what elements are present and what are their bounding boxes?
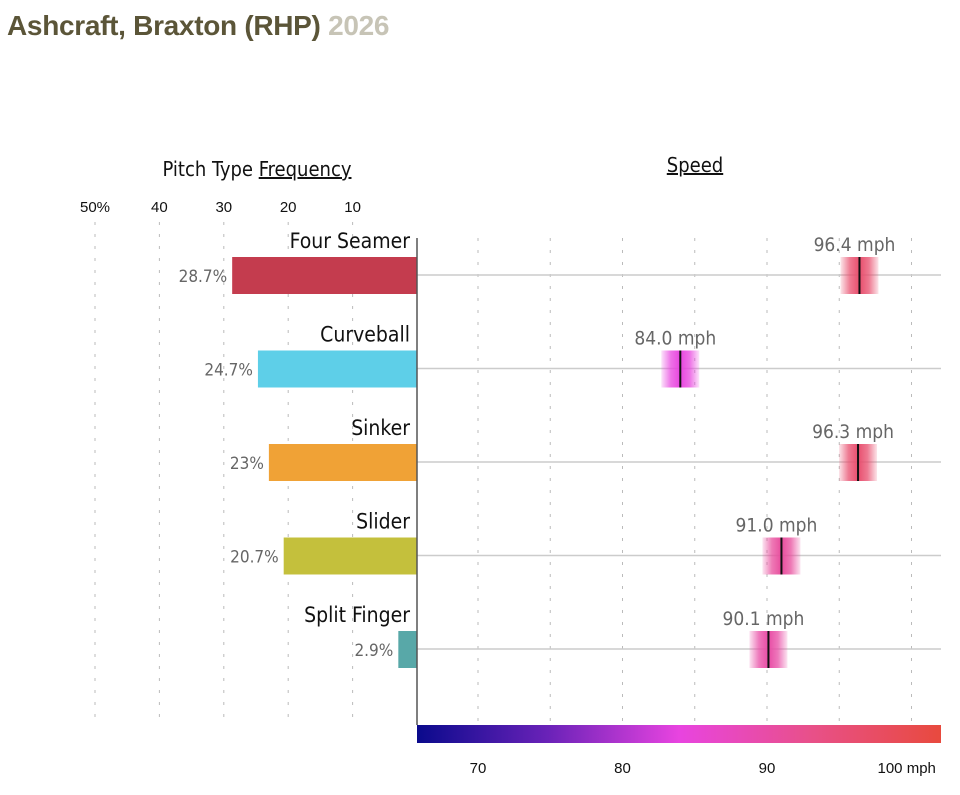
frequency-value-label: 28.7% <box>179 267 228 287</box>
frequency-bar <box>283 537 417 575</box>
speed-tick-label: 70 <box>470 760 487 777</box>
speed-value-label: 96.3 mph <box>812 421 894 443</box>
speed-value-label: 90.1 mph <box>723 608 805 630</box>
pitch-type-label: Split Finger <box>304 603 410 627</box>
frequency-bar <box>232 257 417 294</box>
season-year: 2026 <box>328 10 390 41</box>
speed-heading-link[interactable]: Speed <box>667 153 723 177</box>
pitch-row: Sinker 23% 96.3 mph <box>230 416 941 481</box>
frequency-tick-label: 40 <box>151 199 168 216</box>
pitch-row: Slider 20.7% 91.0 mph <box>230 510 941 575</box>
frequency-tick-label: 20 <box>280 199 297 216</box>
frequency-heading: Pitch Type Frequency <box>163 157 352 181</box>
speed-value-label: 84.0 mph <box>634 328 716 350</box>
pitch-type-label: Sinker <box>351 416 410 440</box>
speed-tick-label: 100 mph <box>878 760 936 777</box>
frequency-bar <box>398 631 417 668</box>
frequency-value-label: 24.7% <box>204 361 253 381</box>
pitch-type-label: Four Seamer <box>290 229 411 253</box>
speed-color-scale <box>417 725 941 743</box>
pitch-row: Split Finger 2.9% 90.1 mph <box>304 603 941 668</box>
pitch-row: Four Seamer 28.7% 96.4 mph <box>179 229 941 294</box>
frequency-link[interactable]: Frequency <box>259 157 352 181</box>
speed-tick-label: 90 <box>759 760 776 777</box>
frequency-value-label: 2.9% <box>354 641 393 661</box>
speed-tick-label: 80 <box>614 760 631 777</box>
pitch-row: Curveball 24.7% 84.0 mph <box>204 323 941 388</box>
page-title: Ashcraft, Braxton (RHP) 2026 <box>7 10 389 42</box>
player-name: Ashcraft, Braxton (RHP) <box>7 10 321 41</box>
frequency-tick-label: 30 <box>215 199 232 216</box>
frequency-tick-label: 10 <box>344 199 361 216</box>
speed-value-label: 96.4 mph <box>814 234 896 256</box>
frequency-value-label: 20.7% <box>230 548 279 568</box>
pitch-type-label: Curveball <box>320 323 410 347</box>
pitch-type-label: Slider <box>356 510 410 534</box>
frequency-value-label: 23% <box>230 454 264 474</box>
frequency-tick-label: 50% <box>80 199 110 216</box>
speed-value-label: 91.0 mph <box>736 515 818 537</box>
frequency-bar <box>268 444 417 481</box>
frequency-bar <box>257 350 417 388</box>
